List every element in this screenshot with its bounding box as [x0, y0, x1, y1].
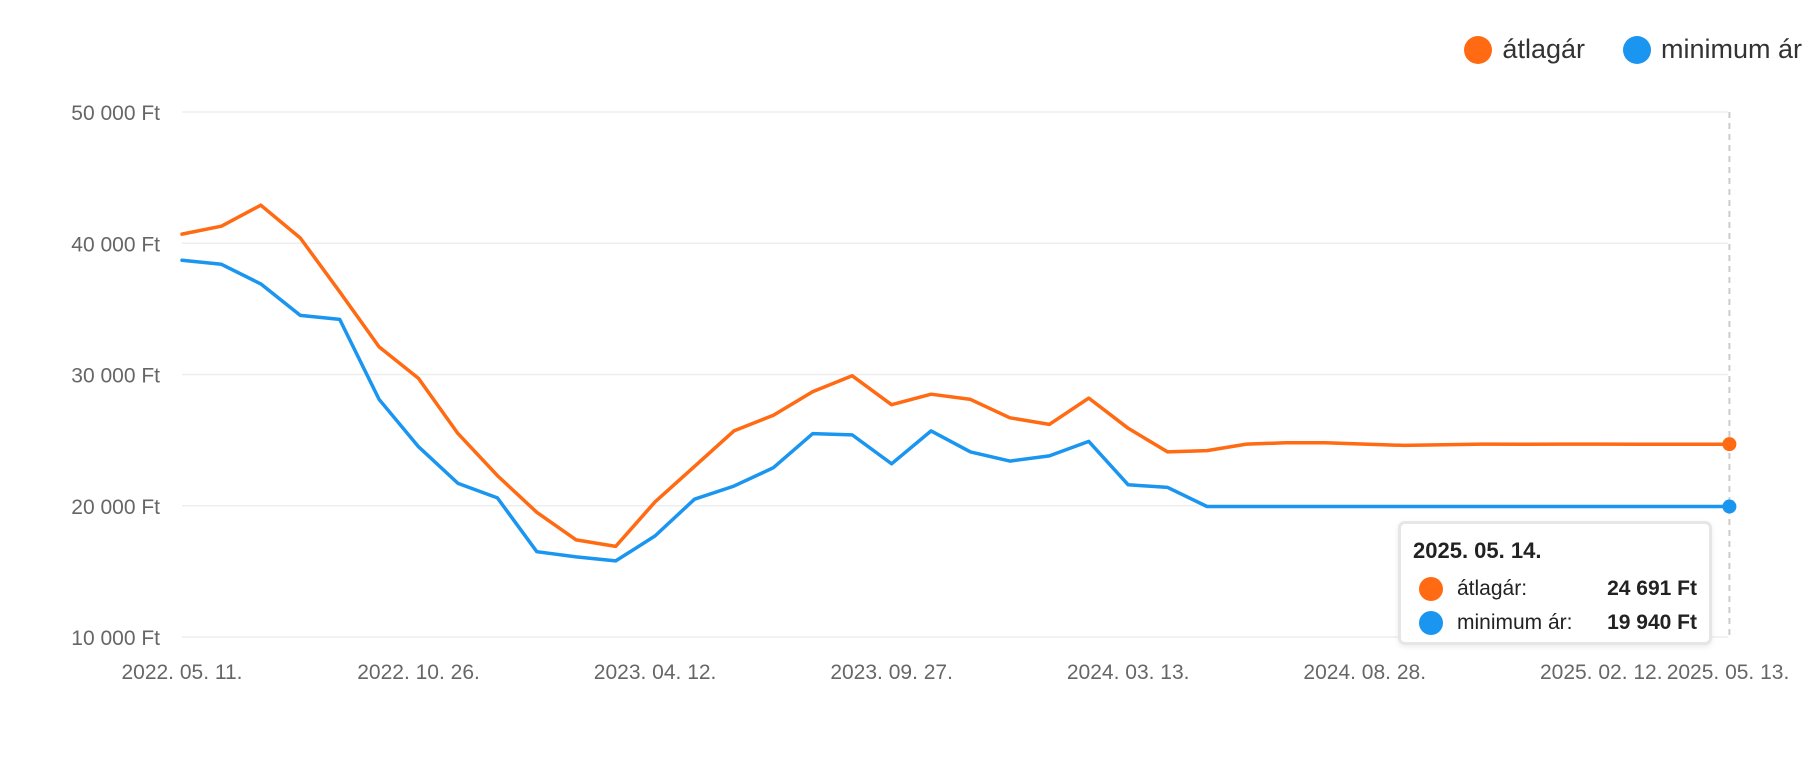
- legend-label: átlagár: [1502, 34, 1585, 64]
- legend-item-minimum-price[interactable]: minimum ár: [1622, 34, 1802, 65]
- y-tick-label: 10 000 Ft: [71, 627, 160, 650]
- x-tick-label: 2024. 08. 28.: [1303, 661, 1426, 684]
- tooltip-value: 19 940 Ft: [1607, 611, 1697, 634]
- hover-tooltip: 2025. 05. 14. átlagár: 24 691 Ft minimum…: [1398, 521, 1712, 645]
- x-tick-label: 2024. 03. 13.: [1067, 661, 1190, 684]
- legend-item-average-price[interactable]: átlagár: [1464, 34, 1585, 65]
- legend-dot-icon: [1622, 35, 1651, 64]
- tooltip-date: 2025. 05. 14.: [1413, 538, 1542, 563]
- x-tick-label: 2025. 02. 12.: [1540, 661, 1663, 684]
- legend-label: minimum ár: [1660, 34, 1802, 64]
- x-axis-labels: 2022. 05. 11. 2022. 10. 26. 2023. 04. 12. 2…: [121, 661, 1789, 684]
- tooltip-row-minimum: minimum ár: 19 940 Ft: [1413, 606, 1697, 640]
- series-line-0[interactable]: [180, 203, 1732, 549]
- series-dot-icon: [1419, 577, 1443, 601]
- series-dot-icon: [1419, 611, 1443, 635]
- y-tick-label: 20 000 Ft: [71, 496, 160, 519]
- hover-marker-1: [1722, 499, 1737, 514]
- x-tick-label: 2025. 05. 13.: [1667, 661, 1790, 684]
- legend-dot-icon: [1464, 35, 1493, 64]
- x-tick-label: 2023. 09. 27.: [830, 661, 953, 684]
- hover-marker-0: [1722, 437, 1737, 452]
- series-line-1[interactable]: [180, 258, 1732, 563]
- hover-markers: [1722, 437, 1737, 514]
- x-tick-label: 2022. 05. 11.: [121, 661, 242, 684]
- tooltip-row-average: átlagár: 24 691 Ft: [1413, 572, 1697, 606]
- tooltip-value: 24 691 Ft: [1607, 577, 1697, 600]
- legend: átlagár minimum ár: [1464, 34, 1802, 65]
- x-tick-label: 2022. 10. 26.: [357, 661, 480, 684]
- x-tick-label: 2023. 04. 12.: [594, 661, 717, 684]
- y-tick-label: 30 000 Ft: [71, 365, 160, 388]
- y-tick-label: 40 000 Ft: [71, 233, 160, 256]
- tooltip-label: átlagár:: [1457, 577, 1528, 600]
- tooltip-label: minimum ár:: [1457, 611, 1573, 634]
- series-lines[interactable]: [180, 203, 1732, 563]
- y-tick-label: 50 000 Ft: [71, 102, 160, 125]
- y-axis-labels: 50 000 Ft 40 000 Ft 30 000 Ft 20 000 Ft 10 0…: [71, 102, 160, 650]
